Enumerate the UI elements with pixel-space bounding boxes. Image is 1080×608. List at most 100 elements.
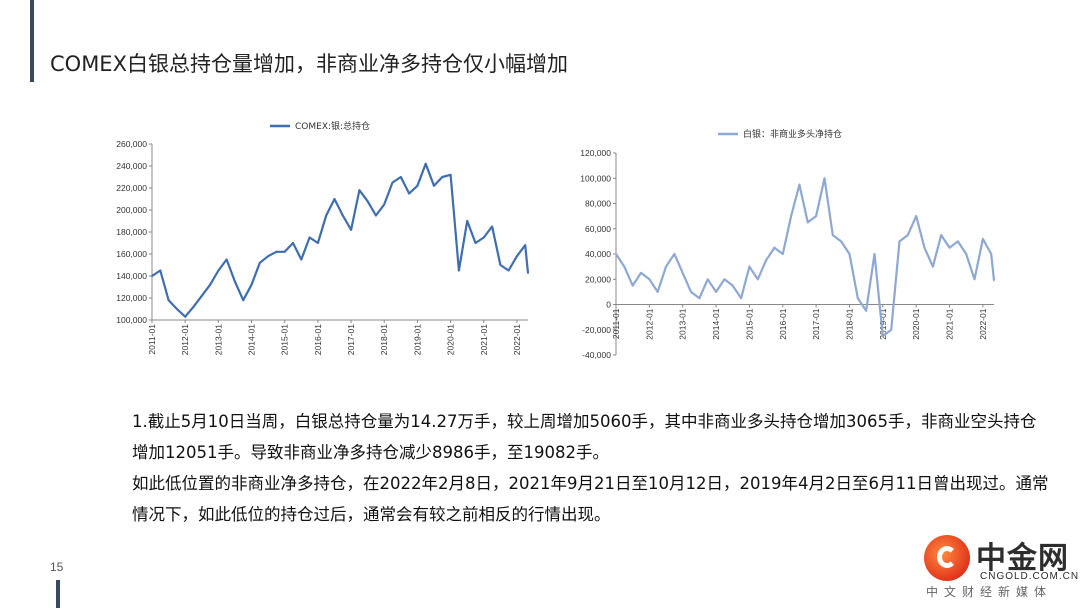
data-point [457,269,460,272]
data-point [865,309,868,312]
data-point [623,265,626,268]
x-tick-label: 2012-01 [644,308,654,339]
data-point [466,220,469,222]
x-tick-label: 2013-01 [678,308,688,339]
x-tick-label: 2013-01 [213,324,223,355]
x-tick-label: 2019-01 [412,324,422,355]
data-point [441,176,444,178]
data-point [756,278,759,281]
x-tick-label: 2018-01 [379,324,389,355]
x-tick-label: 2015-01 [744,308,754,339]
data-point [234,280,236,283]
data-point [715,290,717,293]
data-point [681,272,684,274]
data-point [765,259,767,262]
data-point [292,242,294,244]
data-point [433,184,435,187]
x-tick-label: 2021-01 [479,324,489,355]
chart-legend: 白银：非商业多头净持仓 [718,128,842,140]
x-tick-label: 2017-01 [346,324,356,355]
data-point [690,290,692,293]
accent-bar-top [30,0,34,82]
data-point [990,253,993,255]
data-point [956,240,959,243]
brand-logo: 中金网 CNGOLD.COM.CN 中文财经新媒体 [918,533,1078,605]
data-point [806,221,809,224]
data-point [993,279,995,282]
data-point [167,299,170,302]
data-point [482,236,485,239]
data-point [175,308,178,310]
data-point [416,184,419,187]
data-point [648,278,651,281]
data-point [366,200,369,203]
data-point [831,234,834,236]
data-point [242,299,245,302]
data-point [267,255,270,258]
data-point [250,283,253,286]
data-point [184,315,187,318]
y-tick-label: -40,000 [582,350,611,360]
y-tick-label: 40,000 [585,249,611,259]
data-point [981,237,984,240]
x-tick-label: 2016-01 [778,308,788,339]
data-point [940,234,943,236]
data-point [915,215,918,218]
data-point [973,278,976,281]
data-point [333,198,336,200]
data-point [848,253,851,255]
data-point [151,275,153,277]
data-point [706,278,709,281]
total-open-interest-chart: COMEX:银:总持仓 100,000 120,000 140,000 160,000 1… [116,120,530,355]
data-point [856,297,859,300]
data-point [873,253,876,255]
page-title: COMEX白银总持仓量增加，非商业净多持仓仅小幅增加 [50,52,568,76]
data-point [527,272,529,274]
series-line [151,162,530,318]
data-point [898,240,901,243]
data-point [375,214,377,217]
data-point [474,242,477,244]
data-point [656,290,659,293]
x-tick-label: 2011-01 [147,324,157,355]
y-tick-label: -20,000 [582,325,611,335]
data-point [840,240,843,243]
net-long-position-chart: 白银：非商业多头净持仓 -40,000 -20,000 0 20,000 40,000 60… [580,128,996,360]
x-tick-label: 2022-01 [512,324,522,355]
x-tick-label: 2021-01 [945,308,955,339]
data-point [383,203,386,206]
data-point [350,228,352,231]
data-point [931,265,934,268]
y-tick-label: 120,000 [580,148,611,158]
legend-label: COMEX:银:总持仓 [295,120,370,132]
data-point [449,173,452,176]
data-point [823,177,826,180]
data-point [316,242,319,244]
data-point [948,246,951,249]
data-point [300,258,303,261]
logo-url: CNGOLD.COM.CN [980,571,1080,582]
data-point [275,250,278,253]
data-point [723,278,726,281]
y-tick-label: 100,000 [580,173,611,183]
data-point [748,265,751,268]
y-tick-label: 140,000 [116,271,147,281]
legend-label: 白银：非商业多头净持仓 [743,128,842,140]
data-point [200,294,203,297]
y-tick-label: 220,000 [116,183,147,193]
logo-mark-icon [924,535,970,581]
commentary-text: 1.截止5月10日当周，白银总持仓量为14.27万手，较上周增加5060手，其中… [132,406,1052,530]
y-tick-label: 0 [606,300,611,310]
y-tick-label: 120,000 [116,293,147,303]
chart-legend: COMEX:银:总持仓 [270,120,370,132]
data-point [740,297,742,300]
data-point [408,192,411,195]
data-point [209,283,211,286]
logo-tagline: 中文财经新媒体 [926,585,1053,599]
data-point [524,244,527,247]
data-point [507,269,510,272]
x-tick-label: 2014-01 [711,308,721,339]
data-point [965,253,968,255]
data-point [341,214,344,217]
data-point [798,183,801,186]
